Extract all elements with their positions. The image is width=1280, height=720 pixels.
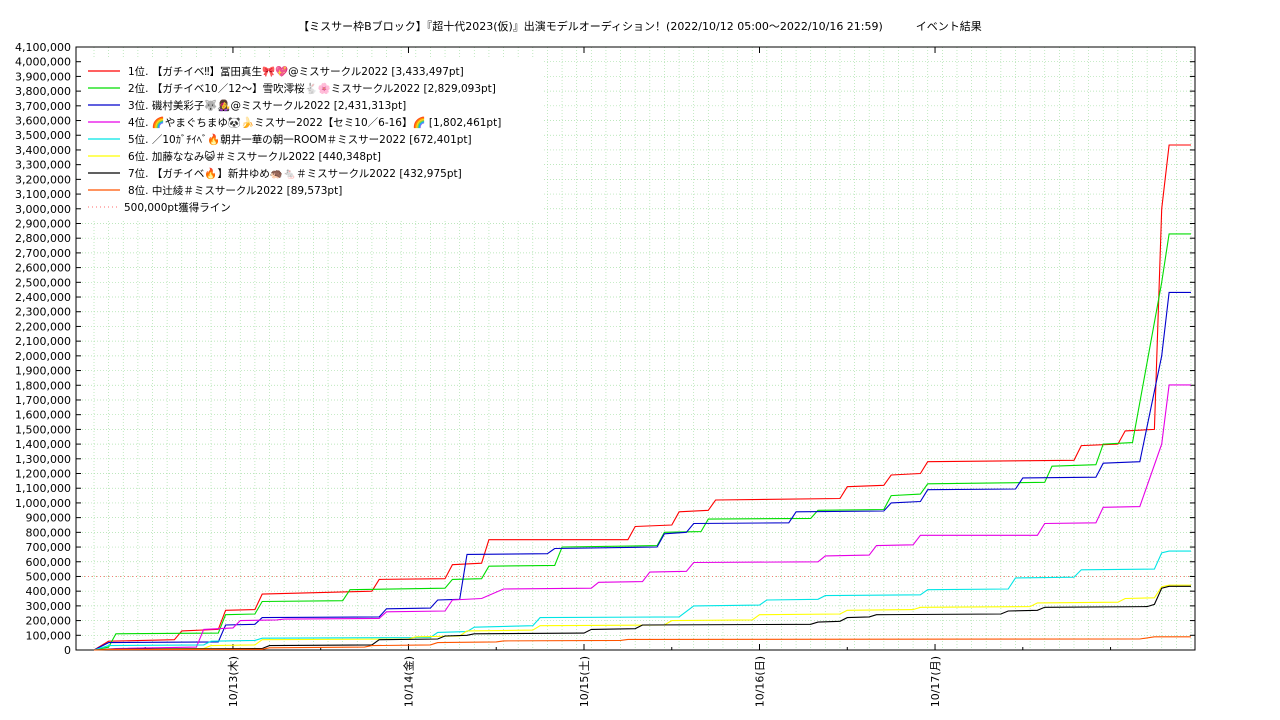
legend-label-4: 4位. 🌈やまぐちまゆ🐼🍌ミスサー2022【セミ10／6-16】🌈 [1,802… [128, 116, 501, 129]
legend-label-7: 7位. 【ガチイベ🔥】新井ゆめ🦔🐁＃ミスサークル2022 [432,975pt] [128, 167, 462, 180]
y-tick-label: 3,100,000 [15, 188, 71, 201]
y-tick-label: 2,500,000 [15, 276, 71, 289]
series-line-1 [93, 144, 1191, 651]
y-tick-label: 300,000 [26, 600, 72, 613]
legend-label-5: 5位. ／10ｶﾞﾁｲﾍﾞ🔥朝井一華の朝一ROOM＃ミスサー2022 [672,… [128, 133, 472, 146]
legend-label-2: 2位. 【ガチイベ10／12〜】雪吹澪桜🐇🌸ミスサークル2022 [2,829,… [128, 82, 496, 95]
y-tick-label: 1,000,000 [15, 497, 71, 510]
y-tick-label: 500,000 [26, 570, 72, 583]
y-tick-label: 800,000 [26, 526, 72, 539]
y-tick-label: 2,400,000 [15, 291, 71, 304]
y-tick-label: 3,700,000 [15, 100, 71, 113]
chart-title: 【ミスサー枠Bブロック】『超十代2023(仮)』出演モデルオーディション！(20… [298, 20, 982, 33]
y-tick-label: 3,800,000 [15, 85, 71, 98]
plot-frame [75, 46, 1196, 651]
y-tick-label: 700,000 [26, 541, 72, 554]
y-tick-label: 1,300,000 [15, 453, 71, 466]
y-tick-label: 3,300,000 [15, 159, 71, 172]
x-tick-label: 10/17(月) [929, 656, 942, 707]
series-line-4 [93, 384, 1191, 651]
y-tick-label: 1,100,000 [15, 482, 71, 495]
y-tick-label: 3,900,000 [15, 70, 71, 83]
y-tick-label: 2,600,000 [15, 262, 71, 275]
y-tick-label: 3,400,000 [15, 144, 71, 157]
series-line-7 [93, 585, 1191, 651]
y-tick-label: 2,000,000 [15, 350, 71, 363]
series-line-6 [93, 584, 1191, 651]
y-tick-label: 2,300,000 [15, 306, 71, 319]
y-tick-label: 3,200,000 [15, 173, 71, 186]
legend-label-6: 6位. 加藤ななみ😺＃ミスサークル2022 [440,348pt] [128, 150, 381, 163]
y-tick-label: 1,400,000 [15, 438, 71, 451]
y-tick-label: 1,500,000 [15, 423, 71, 436]
legend-label-8: 8位. 中辻綾＃ミスサークル2022 [89,573pt] [128, 184, 342, 197]
y-tick-label: 1,600,000 [15, 409, 71, 422]
legend-label-threshold: 500,000pt獲得ライン [124, 201, 231, 214]
y-tick-label: 400,000 [26, 585, 72, 598]
y-tick-label: 4,000,000 [15, 56, 71, 69]
series-line-3 [93, 291, 1191, 651]
x-tick-label: 10/16(日) [754, 656, 767, 707]
y-tick-label: 100,000 [26, 629, 72, 642]
y-tick-label: 600,000 [26, 556, 72, 569]
y-tick-label: 1,700,000 [15, 394, 71, 407]
legend-label-3: 3位. 磯村美彩子🐺👩‍🎤@ミスサークル2022 [2,431,313pt] [128, 99, 406, 112]
y-tick-label: 2,700,000 [15, 247, 71, 260]
y-tick-label: 2,200,000 [15, 320, 71, 333]
y-tick-label: 4,100,000 [15, 41, 71, 54]
y-tick-label: 2,900,000 [15, 217, 71, 230]
y-tick-label: 2,800,000 [15, 232, 71, 245]
series-line-8 [93, 636, 1191, 651]
x-tick-label: 10/15(土) [578, 656, 591, 707]
legend-background [82, 58, 544, 220]
y-tick-label: 3,600,000 [15, 115, 71, 128]
y-tick-label: 1,900,000 [15, 365, 71, 378]
y-tick-label: 3,500,000 [15, 129, 71, 142]
series-line-5 [93, 550, 1191, 651]
y-tick-label: 900,000 [26, 512, 72, 525]
y-tick-label: 2,100,000 [15, 335, 71, 348]
y-tick-label: 1,800,000 [15, 379, 71, 392]
x-tick-label: 10/13(木) [227, 656, 240, 707]
y-tick-label: 200,000 [26, 615, 72, 628]
legend-label-1: 1位. 【ガチイベ‼】冨田真生🎀💖@ミスサークル2022 [3,433,497p… [128, 65, 464, 78]
x-tick-label: 10/14(金) [401, 656, 415, 707]
series-line-2 [93, 233, 1191, 651]
y-tick-label: 3,000,000 [15, 203, 71, 216]
y-tick-label: 0 [64, 644, 71, 657]
y-tick-label: 1,200,000 [15, 468, 71, 481]
